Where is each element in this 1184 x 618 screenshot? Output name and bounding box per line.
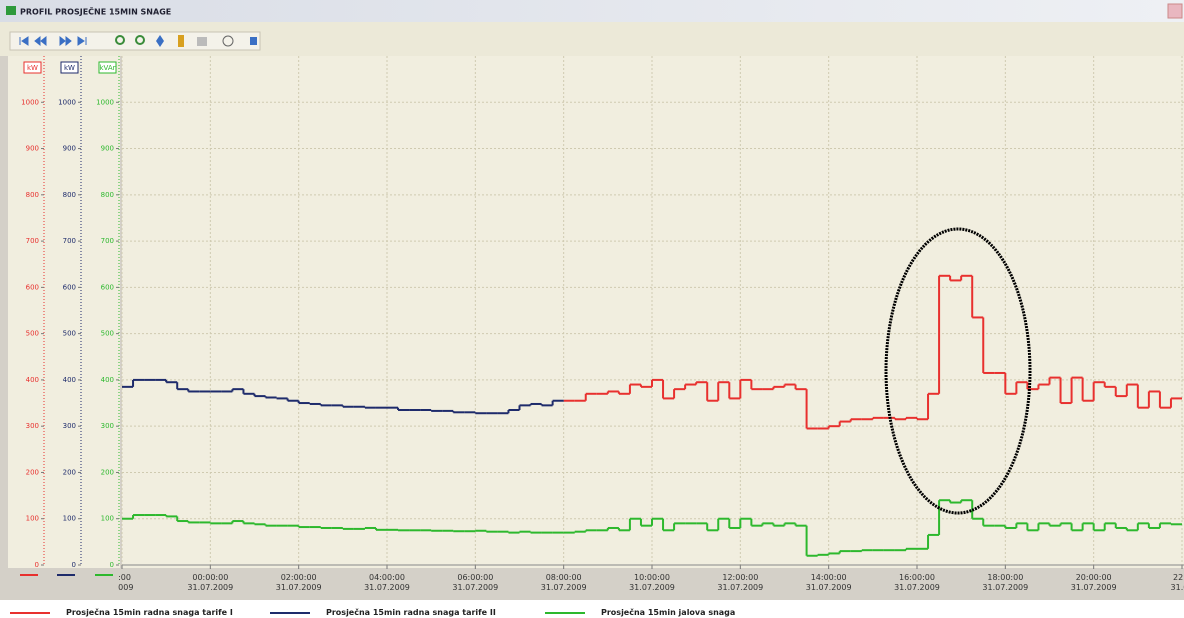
legend-bar <box>0 600 1184 618</box>
y-tick-label: 600 <box>101 283 114 291</box>
y-tick-label: 200 <box>63 468 76 476</box>
y-tick-label: 0 <box>72 561 76 569</box>
y-tick-label: 400 <box>63 376 76 384</box>
legend-label: Prosječna 15min jalova snaga <box>601 608 736 617</box>
y-tick-label: 700 <box>26 237 39 245</box>
y-tick-label: 200 <box>101 468 114 476</box>
x-tick-label: 22:0 31.07 <box>1170 573 1184 592</box>
legend-swatch <box>545 611 585 614</box>
y-tick-label: 300 <box>26 422 39 430</box>
y-tick-label: 700 <box>101 237 114 245</box>
x-tick-label: 0:00 .2009 <box>118 573 134 592</box>
legend-entry: Prosječna 15min radna snaga tarife I <box>10 608 233 617</box>
y-tick-label: 800 <box>63 191 76 199</box>
y-tick-label: 800 <box>26 191 39 199</box>
legend-swatch <box>10 611 50 614</box>
y-axis-unit: kW <box>64 64 75 72</box>
x-tick-label: 00:00:00 31.07.2009 <box>187 573 234 592</box>
y-tick-label: 900 <box>26 145 39 153</box>
legend-entry: Prosječna 15min jalova snaga <box>545 608 735 617</box>
x-tick-label: 04:00:00 31.07.2009 <box>364 573 410 592</box>
y-tick-label: 100 <box>63 515 76 523</box>
y-tick-label: 300 <box>101 422 114 430</box>
x-tick-label: 12:00:00 31.07.2009 <box>717 573 764 592</box>
x-tick-label: 10:00:00 31.07.2009 <box>629 573 675 592</box>
legend-swatch <box>270 611 310 614</box>
y-tick-label: 600 <box>63 283 76 291</box>
y-tick-label: 900 <box>63 145 76 153</box>
y-tick-label: 400 <box>101 376 114 384</box>
y-tick-label: 800 <box>101 191 114 199</box>
close-button[interactable] <box>1167 3 1183 19</box>
y-tick-label: 1000 <box>21 98 39 106</box>
y-tick-label: 200 <box>26 468 39 476</box>
y-tick-label: 0 <box>35 561 39 569</box>
toolbar-icons <box>19 35 257 47</box>
y-tick-label: 900 <box>101 145 114 153</box>
y-axis-unit: kVAr <box>99 64 115 72</box>
axis-panel <box>8 56 120 568</box>
y-tick-label: 1000 <box>58 98 76 106</box>
x-tick-label: 06:00:00 31.07.2009 <box>452 573 499 592</box>
y-tick-label: 100 <box>26 515 39 523</box>
y-tick-label: 1000 <box>96 98 114 106</box>
window-title: PROFIL PROSJEČNE 15MIN SNAGE <box>20 6 171 17</box>
title-bar <box>0 0 1184 22</box>
y-tick-label: 600 <box>26 283 39 291</box>
unit-box <box>23 61 42 74</box>
x-tick-label: 14:00:00 31.07.2009 <box>805 573 852 592</box>
app-icon <box>6 6 16 15</box>
x-tick-label: 16:00:00 31.07.2009 <box>894 573 940 592</box>
x-tick-label: 18:00:00 31.07.2009 <box>982 573 1029 592</box>
x-tick-label: 02:00:00 31.07.2009 <box>275 573 322 592</box>
y-axis-unit: kW <box>27 64 38 72</box>
y-tick-label: 500 <box>101 330 114 338</box>
x-axis-labels: 0:00 .2009 00:00:00 31.07.2009 02:00:00 31… <box>118 0 1184 600</box>
y-tick-label: 500 <box>26 330 39 338</box>
annotation-ellipse <box>884 227 1032 515</box>
unit-box <box>98 61 117 74</box>
legend-label: Prosječna 15min radna snaga tarife II <box>326 608 496 617</box>
y-tick-label: 300 <box>63 422 76 430</box>
y-tick-label: 0 <box>110 561 114 569</box>
x-tick-label: 08:00:00 31.07.2009 <box>540 573 587 592</box>
x-tick-label: 20:00:00 31.07.2009 <box>1070 573 1117 592</box>
y-tick-label: 400 <box>26 376 39 384</box>
legend-entry: Prosječna 15min radna snaga tarife II <box>270 608 496 617</box>
y-tick-label: 700 <box>63 237 76 245</box>
unit-box <box>60 61 79 74</box>
y-tick-label: 100 <box>101 515 114 523</box>
y-tick-label: 500 <box>63 330 76 338</box>
legend-label: Prosječna 15min radna snaga tarife I <box>66 608 233 617</box>
